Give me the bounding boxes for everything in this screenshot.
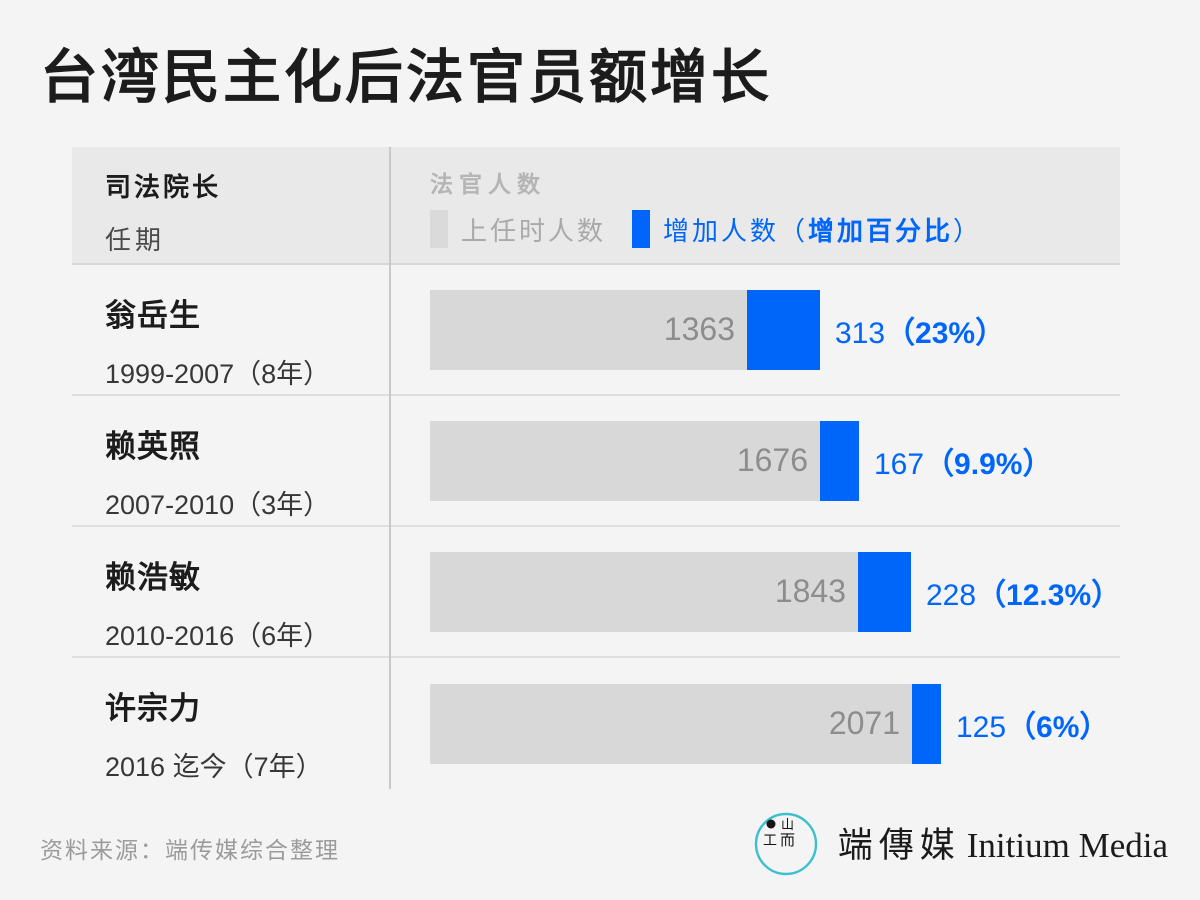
increase-count-text: 313 <box>835 316 886 350</box>
term-label: 2016 迄今（7年） <box>105 752 323 782</box>
legend-label-initial: 上任时人数 <box>461 215 607 246</box>
brand-name-en: Initium Media <box>966 825 1168 865</box>
initial-count-label: 1676 <box>736 442 808 478</box>
increase-percent-text: （9.9%） <box>924 447 1053 481</box>
page-title: 台湾民主化后法官员额增长 <box>40 45 773 110</box>
increase-label: 228（12.3%） <box>926 570 1121 614</box>
legend: 上任时人数 增加人数（增加百分比） <box>430 210 1120 248</box>
brand-name: 端傳媒 Initium Media <box>838 817 1168 868</box>
column-title-president: 司法院长 <box>105 172 222 202</box>
term-label: 2007-2010（3年） <box>105 490 331 520</box>
source-note: 资料来源：端传媒综合整理 <box>40 837 340 863</box>
row-bar-cell: 2071 125（6%） <box>390 658 1120 789</box>
table-row: 许宗力 2016 迄今（7年） 2071 125（6%） <box>72 658 1120 789</box>
row-header-cell: 许宗力 2016 迄今（7年） <box>72 658 390 789</box>
legend-swatch-increase <box>632 210 651 248</box>
initial-count-bar: 1676 <box>430 420 820 501</box>
increase-count-text: 125 <box>956 710 1007 744</box>
legend-increase-close: ） <box>953 215 983 246</box>
table-header: 司法院长 任期 法官人数 上任时人数 增加人数（增加百分比） <box>72 147 1120 265</box>
initial-count-bar: 1843 <box>430 551 858 632</box>
increase-label: 167（9.9%） <box>874 439 1052 483</box>
increase-count-text: 228 <box>926 578 977 612</box>
initial-count-bar: 1363 <box>430 289 747 370</box>
legend-increase-bold-text: 增加百分比 <box>808 215 954 246</box>
row-bar-cell: 1676 167（9.9%） <box>390 396 1120 525</box>
table-body: 翁岳生 1999-2007（8年） 1363 313（23%） 赖英照 2007-2010… <box>72 265 1121 789</box>
table-row: 赖浩敏 2010-2016（6年） 1843 228（12.3%） <box>72 527 1121 658</box>
increase-percent-text: （6%） <box>1006 710 1110 744</box>
president-name: 赖浩敏 <box>105 560 201 595</box>
increase-bar <box>747 289 820 370</box>
initium-logo-icon: 山 而 工 <box>754 812 817 876</box>
table-row: 翁岳生 1999-2007（8年） 1363 313（23%） <box>72 265 1120 396</box>
initial-count-label: 1363 <box>663 311 735 347</box>
increase-label: 313（23%） <box>835 308 1005 352</box>
term-label: 1999-2007（8年） <box>105 359 331 389</box>
legend-label-increase: 增加人数（增加百分比） <box>663 211 982 248</box>
column-subtitle-term: 任期 <box>105 225 166 255</box>
column-divider <box>389 147 391 789</box>
column-title-judge-count: 法官人数 <box>430 171 546 197</box>
initial-count-label: 2071 <box>828 705 900 741</box>
increase-count-text: 167 <box>874 447 925 481</box>
initial-count-label: 1843 <box>774 573 846 609</box>
president-name: 翁岳生 <box>105 298 201 333</box>
row-header-cell: 赖浩敏 2010-2016（6年） <box>72 527 390 656</box>
initial-count-bar: 2071 <box>430 683 912 764</box>
brand-name-zh: 端傳媒 <box>837 825 961 865</box>
svg-text:工: 工 <box>763 832 777 848</box>
increase-bar <box>820 420 859 501</box>
term-label: 2010-2016（6年） <box>105 621 331 651</box>
table-row: 赖英照 2007-2010（3年） 1676 167（9.9%） <box>72 396 1120 527</box>
increase-bar <box>858 551 911 632</box>
chart-table: 司法院长 任期 法官人数 上任时人数 增加人数（增加百分比） 翁岳生 1999-2… <box>72 147 1121 789</box>
increase-percent-text: （23%） <box>885 316 1006 350</box>
row-header-cell: 赖英照 2007-2010（3年） <box>72 396 390 525</box>
increase-bar <box>912 683 941 764</box>
row-bar-cell: 1363 313（23%） <box>390 265 1120 394</box>
legend-swatch-initial <box>430 210 448 248</box>
legend-increase-text: 增加人数（ <box>663 215 809 246</box>
increase-label: 125（6%） <box>956 702 1109 746</box>
row-bar-cell: 1843 228（12.3%） <box>390 527 1121 656</box>
increase-percent-text: （12.3%） <box>976 578 1122 612</box>
header-left-cell: 司法院长 任期 <box>72 147 390 263</box>
president-name: 许宗力 <box>105 691 201 726</box>
svg-text:山: 山 <box>781 817 794 832</box>
president-name: 赖英照 <box>105 429 201 464</box>
header-right-cell: 法官人数 上任时人数 增加人数（增加百分比） <box>390 147 1120 263</box>
svg-text:而: 而 <box>780 832 795 849</box>
row-header-cell: 翁岳生 1999-2007（8年） <box>72 265 390 394</box>
brand-lockup: 山 而 工 端傳媒 Initium Media <box>748 803 1168 881</box>
